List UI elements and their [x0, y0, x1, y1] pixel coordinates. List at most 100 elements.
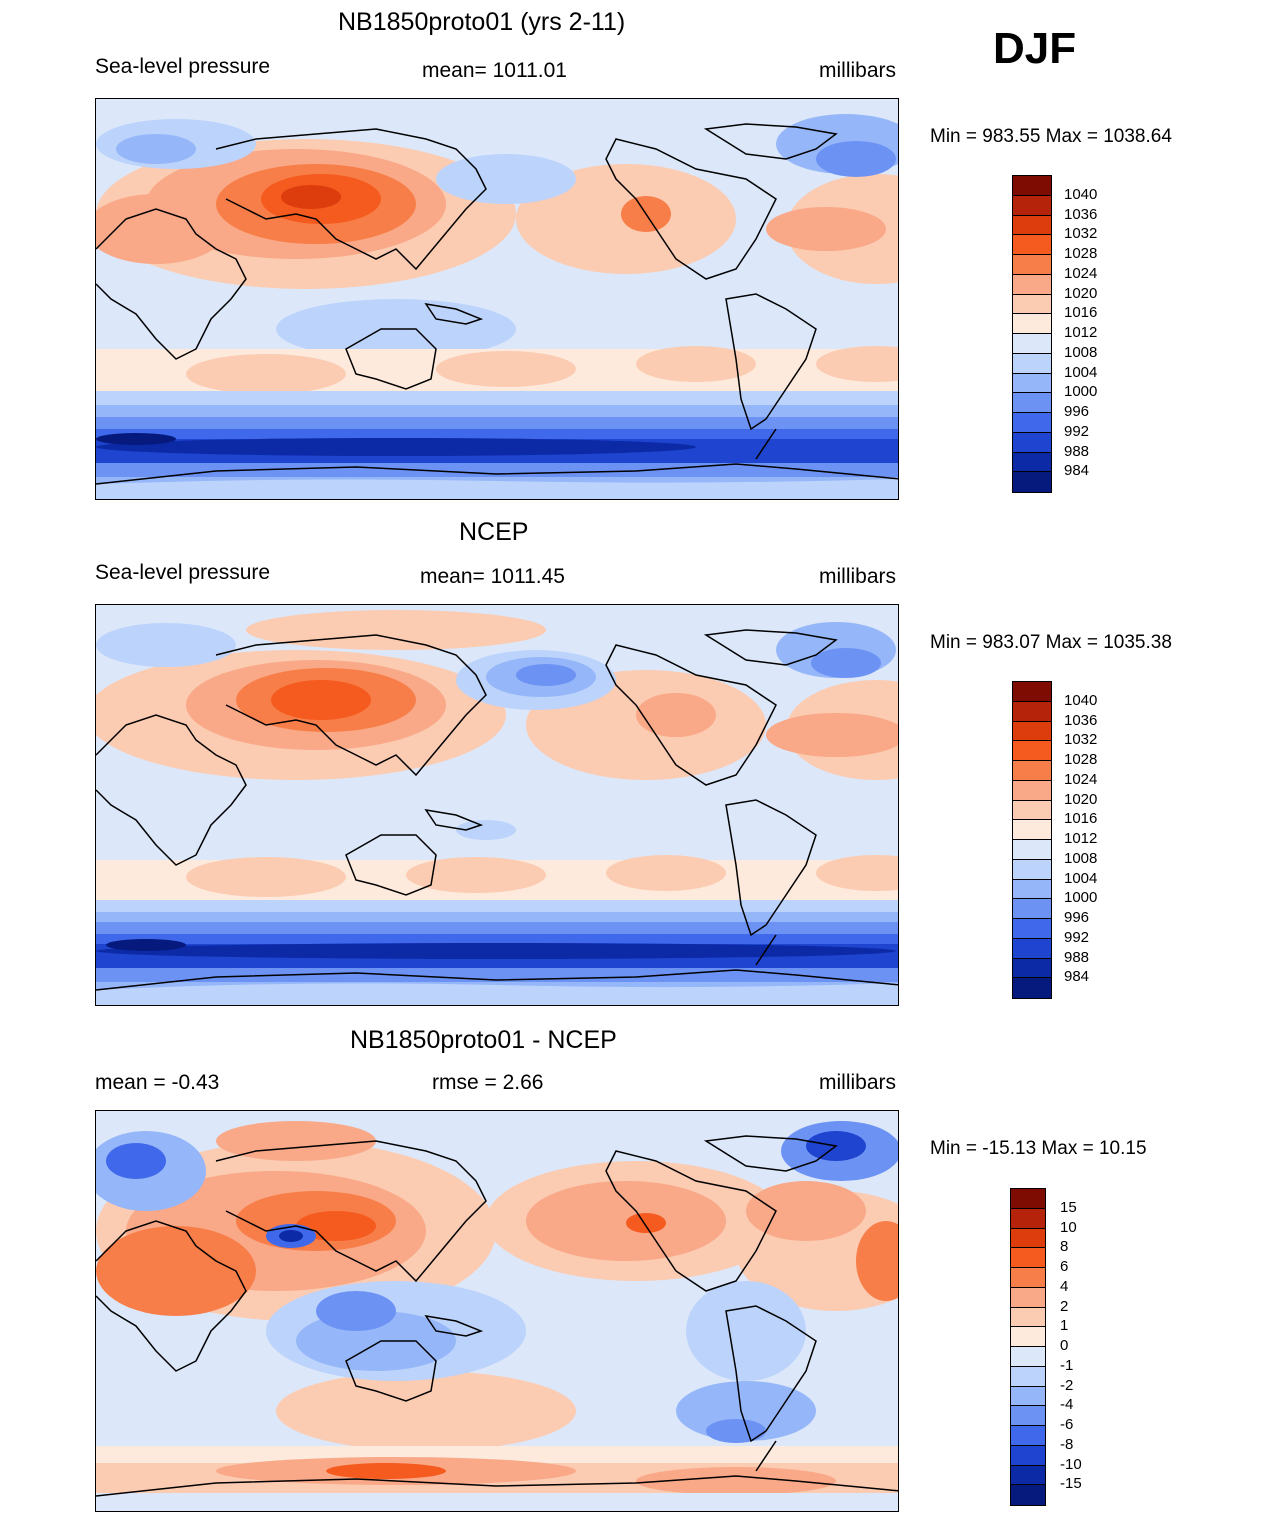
- colorbar-label: 1028: [1064, 751, 1098, 768]
- panel-3-units: millibars: [819, 1071, 897, 1094]
- colorbar-label: 1004: [1064, 363, 1098, 381]
- colorbar-label: 15: [1060, 1198, 1077, 1216]
- colorbar-label: 1012: [1064, 830, 1098, 847]
- colorbar-swatch: [1011, 1366, 1045, 1387]
- panel-3-colorbar: [1010, 1188, 1046, 1506]
- colorbar-label: -4: [1060, 1396, 1074, 1414]
- panel-2-left-label: Sea-level pressure: [95, 561, 271, 584]
- colorbar-label: 1036: [1064, 205, 1098, 223]
- colorbar-label: 1028: [1064, 245, 1098, 262]
- colorbar-label: -8: [1060, 1435, 1074, 1453]
- colorbar-swatch: [1013, 255, 1051, 275]
- panel-2-mean: mean= 1011.45: [420, 565, 565, 588]
- colorbar-label: 1016: [1064, 810, 1098, 828]
- colorbar-swatch: [1011, 1248, 1045, 1268]
- panel-2-map: [95, 604, 899, 1006]
- panel-2-title: NCEP: [459, 518, 529, 546]
- season-label: DJF: [993, 24, 1077, 73]
- colorbar-swatch: [1013, 840, 1051, 860]
- colorbar-swatch: [1013, 413, 1051, 433]
- colorbar-label: 996: [1064, 909, 1090, 926]
- colorbar-label: 984: [1064, 968, 1090, 986]
- colorbar-swatch: [1013, 215, 1051, 236]
- colorbar-swatch: [1013, 780, 1051, 801]
- colorbar-swatch: [1013, 176, 1051, 196]
- colorbar-swatch: [1013, 721, 1051, 742]
- colorbar-label: 1024: [1064, 264, 1098, 282]
- colorbar-label: 0: [1060, 1337, 1069, 1354]
- colorbar-label: 996: [1064, 403, 1090, 420]
- panel-3-minmax: Min = -15.13 Max = 10.15: [930, 1138, 1147, 1159]
- colorbar-label: 1000: [1064, 383, 1098, 401]
- colorbar-swatch: [1011, 1406, 1045, 1426]
- colorbar-label: 4: [1060, 1277, 1069, 1295]
- panel-2-colorbar-labels: 1040 1036 1032 1028 1024 1020 1016 1012 1008 1004…: [1064, 681, 1144, 997]
- colorbar-label: 1040: [1064, 185, 1098, 203]
- colorbar-label: 1008: [1064, 343, 1098, 361]
- colorbar-label: 1020: [1064, 284, 1098, 302]
- colorbar-swatch: [1013, 899, 1051, 919]
- panel-1-minmax: Min = 983.55 Max = 1038.64: [930, 126, 1172, 147]
- colorbar-swatch: [1013, 393, 1051, 413]
- panel-1-colorbar: [1012, 175, 1052, 493]
- colorbar-swatch: [1011, 1426, 1045, 1446]
- panel-1-map: [95, 98, 899, 500]
- colorbar-swatch: [1013, 452, 1051, 473]
- colorbar-swatch: [1013, 938, 1051, 959]
- panel-3-rmse: rmse = 2.66: [432, 1071, 544, 1094]
- colorbar-swatch: [1013, 294, 1051, 315]
- colorbar-label: 1036: [1064, 711, 1098, 729]
- colorbar-swatch: [1013, 373, 1051, 394]
- colorbar-swatch: [1013, 741, 1051, 761]
- colorbar-label: 1016: [1064, 304, 1098, 322]
- panel-3-colorbar-labels: 15 10 8 6 4 2 1 0 -1 -2 -4 -6 -8 -10 -15: [1060, 1188, 1140, 1504]
- panel-1-units: millibars: [819, 59, 897, 82]
- colorbar-label: 992: [1064, 928, 1090, 946]
- colorbar-swatch: [1011, 1228, 1045, 1249]
- colorbar-swatch: [1011, 1386, 1045, 1407]
- panel-2-colorbar: [1012, 681, 1052, 999]
- colorbar-swatch: [1013, 334, 1051, 354]
- colorbar-label: 1040: [1064, 691, 1098, 709]
- colorbar-swatch: [1011, 1327, 1045, 1347]
- colorbar-swatch: [1013, 274, 1051, 295]
- colorbar-swatch: [1011, 1347, 1045, 1367]
- colorbar-swatch: [1013, 958, 1051, 979]
- colorbar-label: 988: [1064, 442, 1090, 460]
- colorbar-swatch: [1013, 800, 1051, 821]
- colorbar-swatch: [1013, 353, 1051, 374]
- colorbar-swatch: [1011, 1268, 1045, 1288]
- colorbar-label: -10: [1060, 1455, 1082, 1473]
- panel-1-title: NB1850proto01 (yrs 2-11): [338, 8, 626, 36]
- colorbar-swatch: [1011, 1485, 1045, 1505]
- colorbar-label: -15: [1060, 1475, 1082, 1493]
- colorbar-label: 8: [1060, 1238, 1069, 1256]
- colorbar-swatch: [1013, 682, 1051, 702]
- colorbar-label: 1004: [1064, 869, 1098, 887]
- colorbar-swatch: [1013, 701, 1051, 722]
- colorbar-label: 6: [1060, 1258, 1069, 1275]
- colorbar-swatch: [1013, 235, 1051, 255]
- colorbar-label: 2: [1060, 1297, 1069, 1315]
- colorbar-swatch: [1013, 879, 1051, 900]
- colorbar-label: 1008: [1064, 849, 1098, 867]
- colorbar-swatch: [1013, 978, 1051, 998]
- colorbar-swatch: [1013, 919, 1051, 939]
- panel-2-units: millibars: [819, 565, 897, 588]
- panel-3-map: [95, 1110, 899, 1512]
- colorbar-label: 1024: [1064, 770, 1098, 788]
- colorbar-swatch: [1013, 314, 1051, 334]
- colorbar-swatch: [1013, 432, 1051, 453]
- panel-2-minmax: Min = 983.07 Max = 1035.38: [930, 632, 1172, 653]
- panel-1-left-label: Sea-level pressure: [95, 55, 271, 78]
- colorbar-swatch: [1011, 1287, 1045, 1308]
- panel-1-mean: mean= 1011.01: [422, 59, 567, 82]
- colorbar-label: 1000: [1064, 889, 1098, 907]
- panel-3-mean: mean = -0.43: [95, 1071, 220, 1094]
- colorbar-swatch: [1011, 1189, 1045, 1209]
- colorbar-label: -6: [1060, 1416, 1074, 1433]
- colorbar-label: 10: [1060, 1218, 1077, 1236]
- panel-3-title: NB1850proto01 - NCEP: [350, 1026, 617, 1054]
- colorbar-label: 1: [1060, 1317, 1069, 1335]
- colorbar-swatch: [1011, 1445, 1045, 1466]
